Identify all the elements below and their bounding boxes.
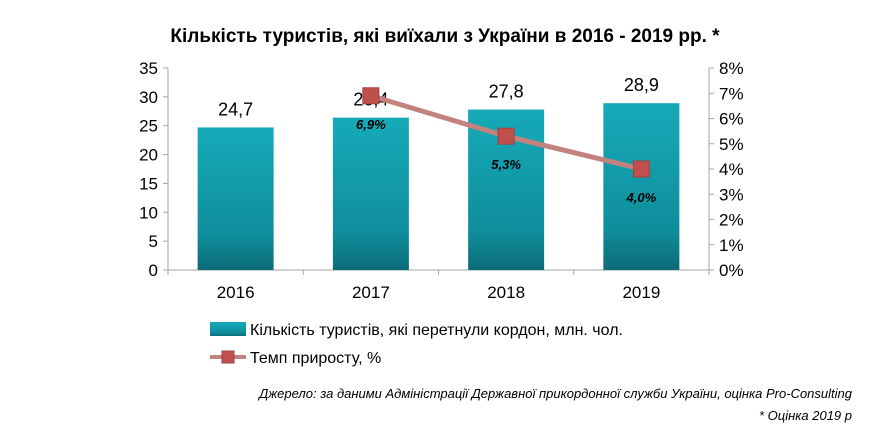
y-left-tick-label: 15 bbox=[139, 174, 158, 193]
y-axis-left-ticks: 0 5 10 15 20 25 30 35 bbox=[139, 59, 168, 280]
bar-value-label: 28,9 bbox=[624, 75, 659, 95]
growth-marker-2018 bbox=[497, 127, 515, 145]
y-right-tick-label: 7% bbox=[719, 84, 744, 103]
y-left-tick-label: 20 bbox=[139, 146, 158, 165]
bar-2016 bbox=[197, 127, 274, 271]
growth-marker-2017 bbox=[362, 87, 380, 105]
x-tick-label: 2016 bbox=[217, 283, 255, 302]
bar-series bbox=[197, 103, 680, 271]
chart-title: Кількість туристів, які виїхали з Україн… bbox=[170, 26, 720, 47]
y-left-tick-label: 10 bbox=[139, 203, 158, 222]
x-axis-ticks: 2016 2017 2018 2019 bbox=[167, 270, 710, 302]
legend-swatch-marker bbox=[221, 350, 235, 364]
legend-swatch-bar bbox=[210, 322, 246, 336]
legend-label-line: Темп приросту, % bbox=[250, 350, 381, 367]
y-left-tick-label: 30 bbox=[139, 88, 158, 107]
x-tick-label: 2019 bbox=[622, 283, 660, 302]
y-right-tick-label: 8% bbox=[719, 59, 744, 78]
source-note: Джерело: за даними Адміністрації Державн… bbox=[257, 386, 853, 401]
x-tick-label: 2018 bbox=[487, 283, 525, 302]
bar-2019 bbox=[603, 103, 680, 270]
bar-value-label: 27,8 bbox=[489, 82, 524, 102]
growth-rate-label: 5,3% bbox=[491, 157, 521, 172]
y-right-tick-label: 6% bbox=[719, 110, 744, 129]
y-left-tick-label: 5 bbox=[149, 232, 158, 251]
growth-rate-label: 6,9% bbox=[356, 117, 386, 132]
y-right-tick-label: 3% bbox=[719, 185, 744, 204]
y-left-tick-label: 35 bbox=[139, 59, 158, 78]
estimate-note: * Оцінка 2019 р bbox=[759, 408, 852, 423]
legend: Кількість туристів, які перетнули кордон… bbox=[210, 322, 623, 367]
bar-value-labels: 24,726,427,828,9 bbox=[218, 75, 659, 119]
y-right-tick-label: 4% bbox=[719, 160, 744, 179]
y-axis-right-ticks: 0% 1% 2% 3% 4% 5% 6% 7% 8% bbox=[709, 59, 744, 280]
x-tick-label: 2017 bbox=[352, 283, 390, 302]
growth-rate-label: 4,0% bbox=[626, 190, 657, 205]
growth-marker-2019 bbox=[632, 160, 650, 178]
y-left-tick-label: 25 bbox=[139, 117, 158, 136]
bar-2017 bbox=[332, 117, 409, 271]
growth-rate-labels: 6,9% 5,3% 4,0% bbox=[356, 117, 657, 205]
bar-value-label: 24,7 bbox=[218, 99, 253, 119]
y-right-tick-label: 2% bbox=[719, 211, 744, 230]
y-right-tick-label: 5% bbox=[719, 135, 744, 154]
y-right-tick-label: 0% bbox=[719, 261, 744, 280]
growth-line-series bbox=[362, 87, 650, 178]
y-left-tick-label: 0 bbox=[149, 261, 158, 280]
y-right-tick-label: 1% bbox=[719, 236, 744, 255]
legend-label-bar: Кількість туристів, які перетнули кордон… bbox=[250, 322, 623, 339]
